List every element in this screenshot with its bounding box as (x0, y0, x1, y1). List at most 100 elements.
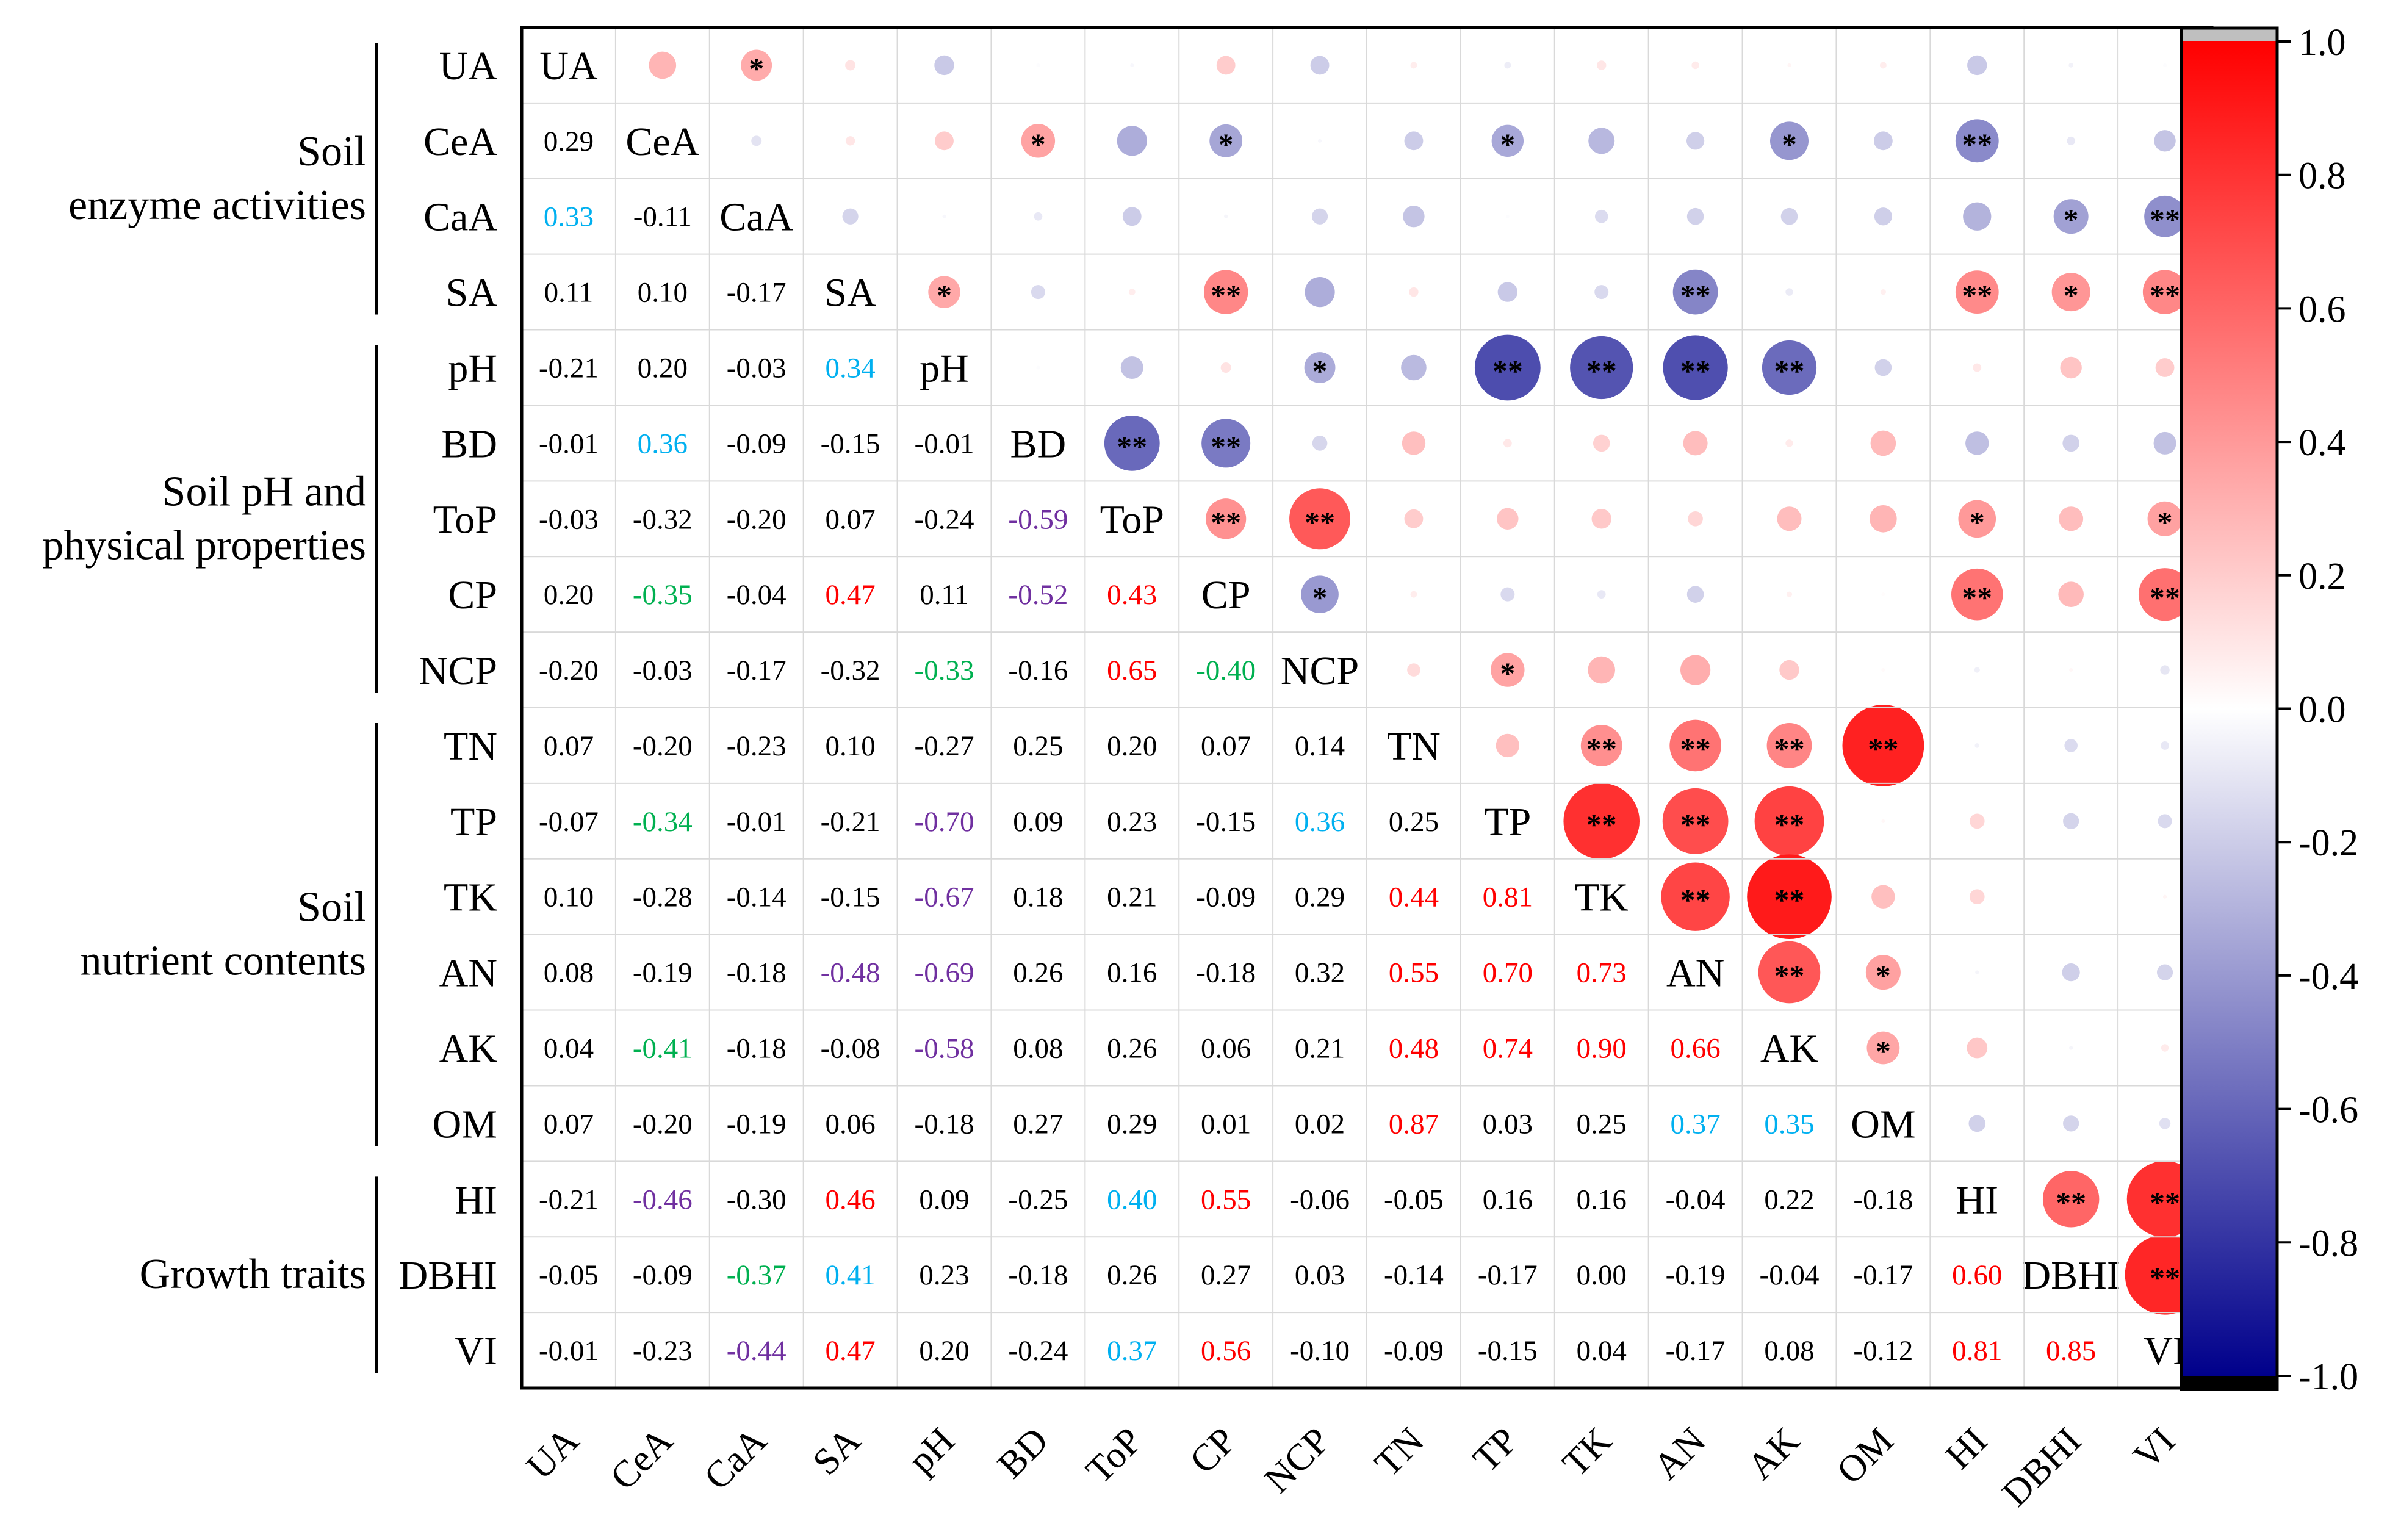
coefficient-value: -0.07 (539, 806, 599, 838)
row-label: AK (439, 1027, 497, 1071)
coefficient-value: 0.56 (1201, 1335, 1251, 1367)
correlation-circle (1974, 743, 1980, 748)
coefficient-value: -0.20 (633, 730, 693, 762)
correlation-circle (2058, 581, 2084, 607)
diagonal-label: OM (1851, 1102, 1915, 1146)
colorbar-tick-label: -0.2 (2298, 822, 2358, 864)
correlation-circle (1866, 1031, 1900, 1065)
correlation-circle (1871, 885, 1895, 909)
coefficient-value: 0.10 (638, 277, 688, 309)
significance-mark: ** (1868, 732, 1898, 766)
coefficient-value: -0.18 (1853, 1184, 1913, 1215)
correlation-circle (1594, 209, 1608, 223)
colorbar-tick-label: 0.0 (2298, 689, 2346, 731)
correlation-circle (1881, 592, 1885, 597)
correlation-circle (1955, 270, 1999, 314)
coefficient-value: 0.10 (825, 730, 875, 762)
correlation-circle (1787, 63, 1791, 68)
correlation-circle (1410, 591, 1417, 598)
row-label: ToP (433, 497, 497, 542)
coefficient-value: 0.40 (1107, 1184, 1157, 1215)
coefficient-value: -0.17 (727, 655, 787, 686)
correlation-circle (1963, 202, 1992, 231)
coefficient-value: 0.07 (544, 730, 594, 762)
correlation-circle (1403, 206, 1425, 228)
correlation-circle (1503, 439, 1512, 448)
coefficient-value: 0.44 (1389, 882, 1439, 913)
significance-mark: * (1970, 505, 1985, 539)
coefficient-value: -0.15 (1478, 1335, 1538, 1367)
matrix-cells: UA *0.29 CeA * * * * **0.33 -0.11 CaA * **0.11 0.10-… (539, 44, 2205, 1373)
correlation-circle (1766, 723, 1812, 768)
correlation-circle (1410, 62, 1417, 69)
coefficient-value: 0.74 (1483, 1033, 1533, 1065)
correlation-circle (1580, 725, 1622, 766)
correlation-circle (1036, 365, 1040, 370)
coefficient-value: 0.66 (1670, 1033, 1720, 1065)
diagonal-label: BD (1010, 422, 1067, 466)
coefficient-value: -0.14 (727, 882, 787, 913)
correlation-circle (842, 208, 859, 225)
coefficient-value: 0.04 (1577, 1335, 1627, 1367)
coefficient-value: 0.09 (1013, 806, 1063, 838)
coefficient-value: 0.16 (1483, 1184, 1533, 1215)
correlation-circle (1128, 289, 1136, 296)
correlation-circle (942, 214, 946, 218)
coefficient-value: -0.01 (915, 428, 974, 459)
coefficient-value: -0.04 (1760, 1259, 1820, 1291)
coefficient-value: 0.73 (1577, 957, 1627, 989)
coefficient-value: -0.19 (633, 957, 693, 989)
correlation-circle (1301, 575, 1339, 613)
correlation-circle (2154, 130, 2176, 152)
correlation-circle (2053, 199, 2089, 234)
significance-mark: * (1876, 1034, 1891, 1068)
coefficient-value: 0.02 (1295, 1108, 1345, 1140)
coefficient-value: -0.18 (727, 1033, 787, 1065)
diagonal-label: HI (1956, 1178, 1998, 1222)
correlation-circle (1021, 124, 1056, 158)
correlation-circle (1691, 61, 1699, 70)
correlation-circle (1201, 419, 1251, 468)
correlation-circle (2060, 356, 2082, 379)
row-label: BD (441, 422, 497, 466)
coefficient-value: 0.06 (825, 1108, 875, 1140)
coefficient-value: -0.01 (539, 1335, 599, 1367)
correlation-circle (2162, 894, 2167, 899)
coefficient-value: 0.18 (1013, 882, 1063, 913)
correlation-circle (1031, 285, 1045, 300)
colorbar-tick-label: 1.0 (2298, 22, 2346, 63)
significance-mark: ** (2150, 580, 2180, 614)
coefficient-value: 0.81 (1483, 882, 1533, 913)
diagonal-label: AN (1666, 951, 1724, 996)
significance-mark: ** (1774, 732, 1805, 766)
colorbar-tick-label: 0.6 (2298, 289, 2346, 330)
coefficient-value: -0.19 (727, 1108, 787, 1140)
correlation-circle (1758, 941, 1821, 1004)
correlation-circle (1034, 212, 1043, 221)
coefficient-value: -0.03 (727, 353, 787, 384)
colorbar-tick-label: -1.0 (2298, 1356, 2358, 1398)
correlation-circle (845, 60, 856, 71)
significance-mark: ** (1962, 278, 1992, 312)
coefficient-value: -0.23 (633, 1335, 693, 1367)
coefficient-value: 0.43 (1107, 579, 1157, 611)
correlation-circle (1967, 1037, 1988, 1059)
correlation-circle (1874, 359, 1892, 376)
correlation-circle (1672, 269, 1718, 315)
correlation-circle (1122, 207, 1142, 226)
correlation-circle (2069, 668, 2073, 672)
significance-mark: ** (1774, 883, 1805, 917)
correlation-circle (1597, 60, 1607, 70)
correlation-circle (1311, 208, 1328, 225)
significance-mark: ** (1586, 354, 1617, 388)
correlation-circle (649, 51, 677, 79)
coefficient-value: 0.23 (1107, 806, 1157, 838)
correlation-circle (1842, 705, 1924, 786)
coefficient-value: 0.03 (1483, 1108, 1533, 1140)
correlation-circle (1224, 214, 1228, 218)
significance-mark: ** (1680, 278, 1711, 312)
coefficient-value: -0.20 (727, 503, 787, 535)
correlation-circle (1762, 340, 1817, 395)
correlation-circle (1881, 668, 1885, 672)
coefficient-value: -0.09 (727, 428, 787, 459)
